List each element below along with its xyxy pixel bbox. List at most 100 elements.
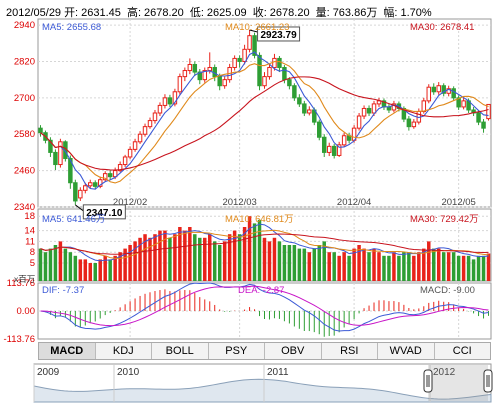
candle-body — [436, 85, 441, 93]
candle-body — [292, 85, 297, 99]
volume-bar — [332, 252, 336, 281]
navigator-year-label: 2012 — [433, 367, 456, 378]
candle-body — [486, 103, 491, 120]
volume-bar — [257, 219, 262, 281]
candle-body — [446, 88, 451, 94]
volume-bar — [417, 252, 421, 281]
tab-macd[interactable]: MACD — [39, 343, 96, 359]
low-callout-box — [82, 204, 126, 220]
candle-body — [431, 86, 436, 93]
macd-dif-label: DIF: -7.37 — [42, 285, 85, 296]
candle-body — [371, 103, 377, 114]
volume-bar — [347, 255, 351, 281]
volume-bar — [481, 255, 486, 281]
volume-bar — [153, 234, 157, 281]
volume-bar — [327, 252, 331, 281]
indicator-tabs: MACD KDJ BOLL PSY OBV RSI WVAD CCI — [38, 342, 491, 360]
volume-bar — [317, 245, 322, 281]
candle-body — [187, 63, 193, 72]
candle-body — [272, 57, 277, 69]
candle-body — [102, 173, 108, 181]
tab-obv[interactable]: OBV — [265, 343, 322, 359]
volume-bar — [322, 241, 326, 281]
candle-body — [237, 57, 242, 62]
macd-ytick-label: 0.00 — [17, 306, 36, 317]
price-ma5-label: MA5: 2655.68 — [42, 22, 102, 33]
volume-bar — [402, 252, 406, 281]
volume-ytick-label: 14 — [24, 226, 35, 237]
volume-bar — [267, 241, 272, 281]
low-value: 2625.09 — [206, 7, 247, 19]
candle-body — [421, 100, 427, 112]
volume-bar — [88, 263, 93, 281]
candle-body — [88, 182, 93, 187]
candle-body — [252, 35, 257, 56]
candle-body — [481, 121, 486, 129]
quote-date: 2012/05/29 — [6, 7, 62, 19]
volume-bar — [362, 248, 366, 281]
candle-body — [53, 151, 58, 166]
tab-wvad[interactable]: WVAD — [378, 343, 435, 359]
candle-body — [192, 63, 198, 73]
candle-body — [336, 144, 342, 156]
price-ytick-label: 2580 — [14, 129, 35, 140]
candle-body — [451, 88, 456, 99]
tab-boll[interactable]: BOLL — [152, 343, 209, 359]
volume-bar — [237, 234, 242, 281]
volume-bar — [302, 248, 307, 281]
volume-ma5-label: MA5: 641.46万 — [42, 214, 106, 225]
change-label: 幅: — [383, 7, 398, 19]
open-value: 2631.45 — [81, 7, 121, 19]
candle-body — [68, 157, 73, 184]
month-label: 2012/04 — [337, 197, 371, 208]
volume-bar — [227, 234, 232, 281]
volume-bar — [357, 245, 361, 281]
candle-body — [83, 185, 88, 191]
volume-bar — [113, 255, 117, 281]
volume-bar — [461, 255, 466, 281]
volume-bar — [207, 234, 212, 281]
low-label: 低: — [189, 7, 204, 19]
candle-body — [242, 48, 247, 62]
candle-body — [411, 121, 417, 128]
tab-kdj[interactable]: KDJ — [96, 343, 152, 359]
candle-body — [366, 107, 372, 114]
volume-bar — [422, 248, 426, 281]
tab-rsi[interactable]: RSI — [322, 343, 378, 359]
candle-body — [58, 141, 63, 166]
candle-body — [456, 97, 461, 108]
candle-body — [257, 54, 262, 87]
volume-bar — [83, 259, 88, 281]
volume-bar — [53, 245, 58, 281]
candle-body — [401, 107, 407, 120]
tab-cci[interactable]: CCI — [452, 345, 472, 357]
volume-bar — [272, 237, 277, 281]
volume-ytick-label: 8 — [30, 247, 35, 258]
candle-body — [356, 115, 362, 129]
candle-body — [232, 57, 237, 69]
macd-dea-line — [40, 285, 489, 327]
chart-svg: 2940 2820 2700 2580 2460 2340 2012/02 2012/03 20… — [3, 18, 492, 342]
volume-bar — [392, 252, 396, 281]
volume-ytick-label: 18 — [24, 211, 35, 222]
candle-body — [167, 97, 173, 105]
volume-bar — [58, 241, 63, 281]
candle-body — [137, 133, 143, 143]
candle-body — [262, 76, 267, 87]
month-label: 2012/02 — [113, 197, 147, 208]
volume-bar — [98, 259, 102, 281]
navigator-right-handle[interactable] — [483, 369, 493, 393]
navigator-left-handle[interactable] — [423, 369, 433, 393]
tab-psy[interactable]: PSY — [209, 343, 265, 359]
range-navigator[interactable]: 2009 2010 2011 2012 — [0, 362, 497, 406]
volume-bar — [277, 241, 282, 281]
volume-bar — [337, 255, 341, 281]
volume-bar — [382, 255, 386, 281]
volume-bar — [217, 245, 222, 281]
candle-body — [212, 67, 217, 78]
candle-body — [321, 136, 327, 153]
candle-body — [172, 91, 178, 105]
low-callout-label: 2347.10 — [86, 208, 123, 219]
volume-bar — [377, 252, 381, 281]
candle-body — [217, 76, 222, 87]
